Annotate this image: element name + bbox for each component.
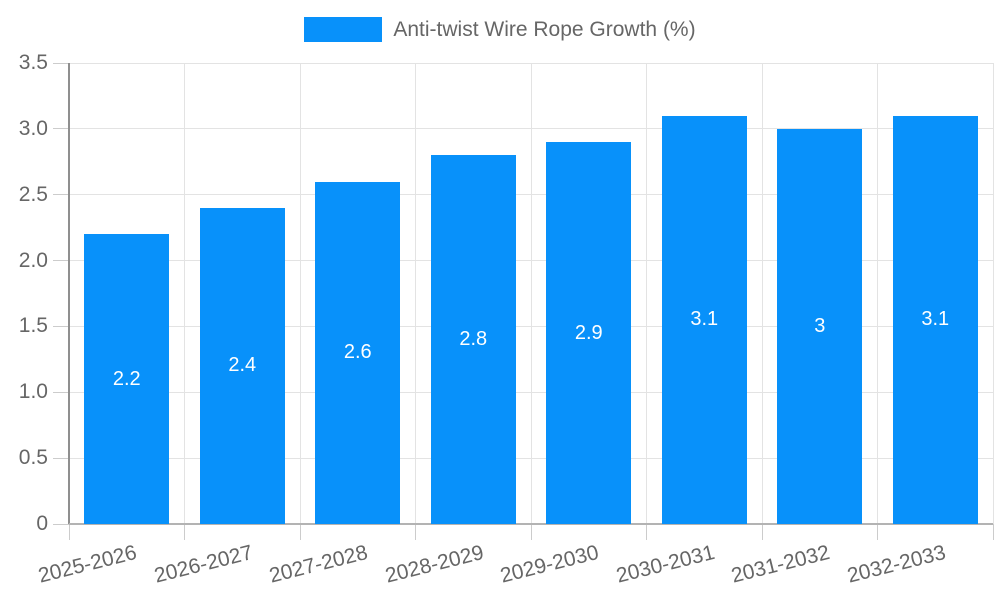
x-axis-tick [299,524,301,540]
x-axis-tick-label: 2030-2031 [613,541,717,588]
y-axis-tick [53,457,69,459]
y-axis-tick-label: 2.5 [18,182,48,206]
v-gridline [184,63,185,524]
y-axis-line [68,63,70,524]
v-gridline [646,63,647,524]
bar-value-label: 2.4 [228,354,257,377]
bar[interactable]: 3.1 [661,115,747,524]
bar[interactable]: 2.9 [546,142,632,524]
x-axis-tick [877,524,878,540]
y-axis-tick-label: 0.5 [18,446,48,470]
y-axis-tick-label: 3.0 [18,116,48,140]
y-axis-tick [53,194,69,196]
bar-value-label: 3.1 [690,308,719,331]
bar[interactable]: 2.6 [315,181,401,524]
x-axis-tick [992,524,994,540]
x-axis-line [69,523,993,525]
x-axis-tick-label: 2027-2028 [267,541,371,588]
bar-value-label: 2.9 [574,321,603,344]
y-axis-tick [53,391,69,393]
x-axis-tick [184,524,185,540]
x-axis-tick-label: 2025-2026 [36,541,140,588]
v-gridline [530,63,532,524]
y-axis-tick-label: 2.0 [18,248,48,272]
bar-value-label: 3 [814,314,826,337]
legend-item[interactable]: Anti-twist Wire Rope Growth (%) [0,17,1000,42]
legend-swatch [304,17,383,42]
bar-value-label: 2.8 [459,328,488,351]
bar[interactable]: 2.4 [199,207,285,524]
x-axis-tick-label: 2029-2030 [498,541,602,588]
bar[interactable]: 3.1 [892,115,978,524]
x-axis-tick-label: 2026-2027 [151,541,255,588]
v-gridline [299,63,301,524]
v-gridline [992,63,994,524]
x-axis-tick [530,524,532,540]
x-axis-tick-label: 2032-2033 [844,541,948,588]
y-axis-tick [53,260,69,262]
y-axis-tick [53,128,69,130]
v-gridline [877,63,878,524]
x-axis-tick [761,524,763,540]
y-axis-tick [53,62,69,64]
x-axis-tick [415,524,416,540]
y-axis-tick [53,325,69,327]
bar-value-label: 2.6 [343,341,372,364]
y-axis-tick-label: 1.0 [18,380,48,404]
y-axis-tick [53,523,69,525]
v-gridline [761,63,763,524]
y-axis-tick-label: 1.5 [18,314,48,338]
y-axis-tick-label: 0 [36,512,48,535]
x-axis-tick [68,524,70,540]
x-axis-tick [646,524,647,540]
x-axis-tick-label: 2028-2029 [382,541,486,588]
bar-value-label: 2.2 [112,367,141,390]
bar[interactable]: 2.8 [430,155,516,524]
legend-label: Anti-twist Wire Rope Growth (%) [393,17,696,41]
bar[interactable]: 2.2 [84,234,170,524]
y-axis-tick-label: 3.5 [18,51,48,74]
x-axis-tick-label: 2031-2032 [729,541,833,588]
bar-value-label: 3.1 [921,308,950,331]
v-gridline [415,63,416,524]
bar[interactable]: 3 [777,128,863,524]
